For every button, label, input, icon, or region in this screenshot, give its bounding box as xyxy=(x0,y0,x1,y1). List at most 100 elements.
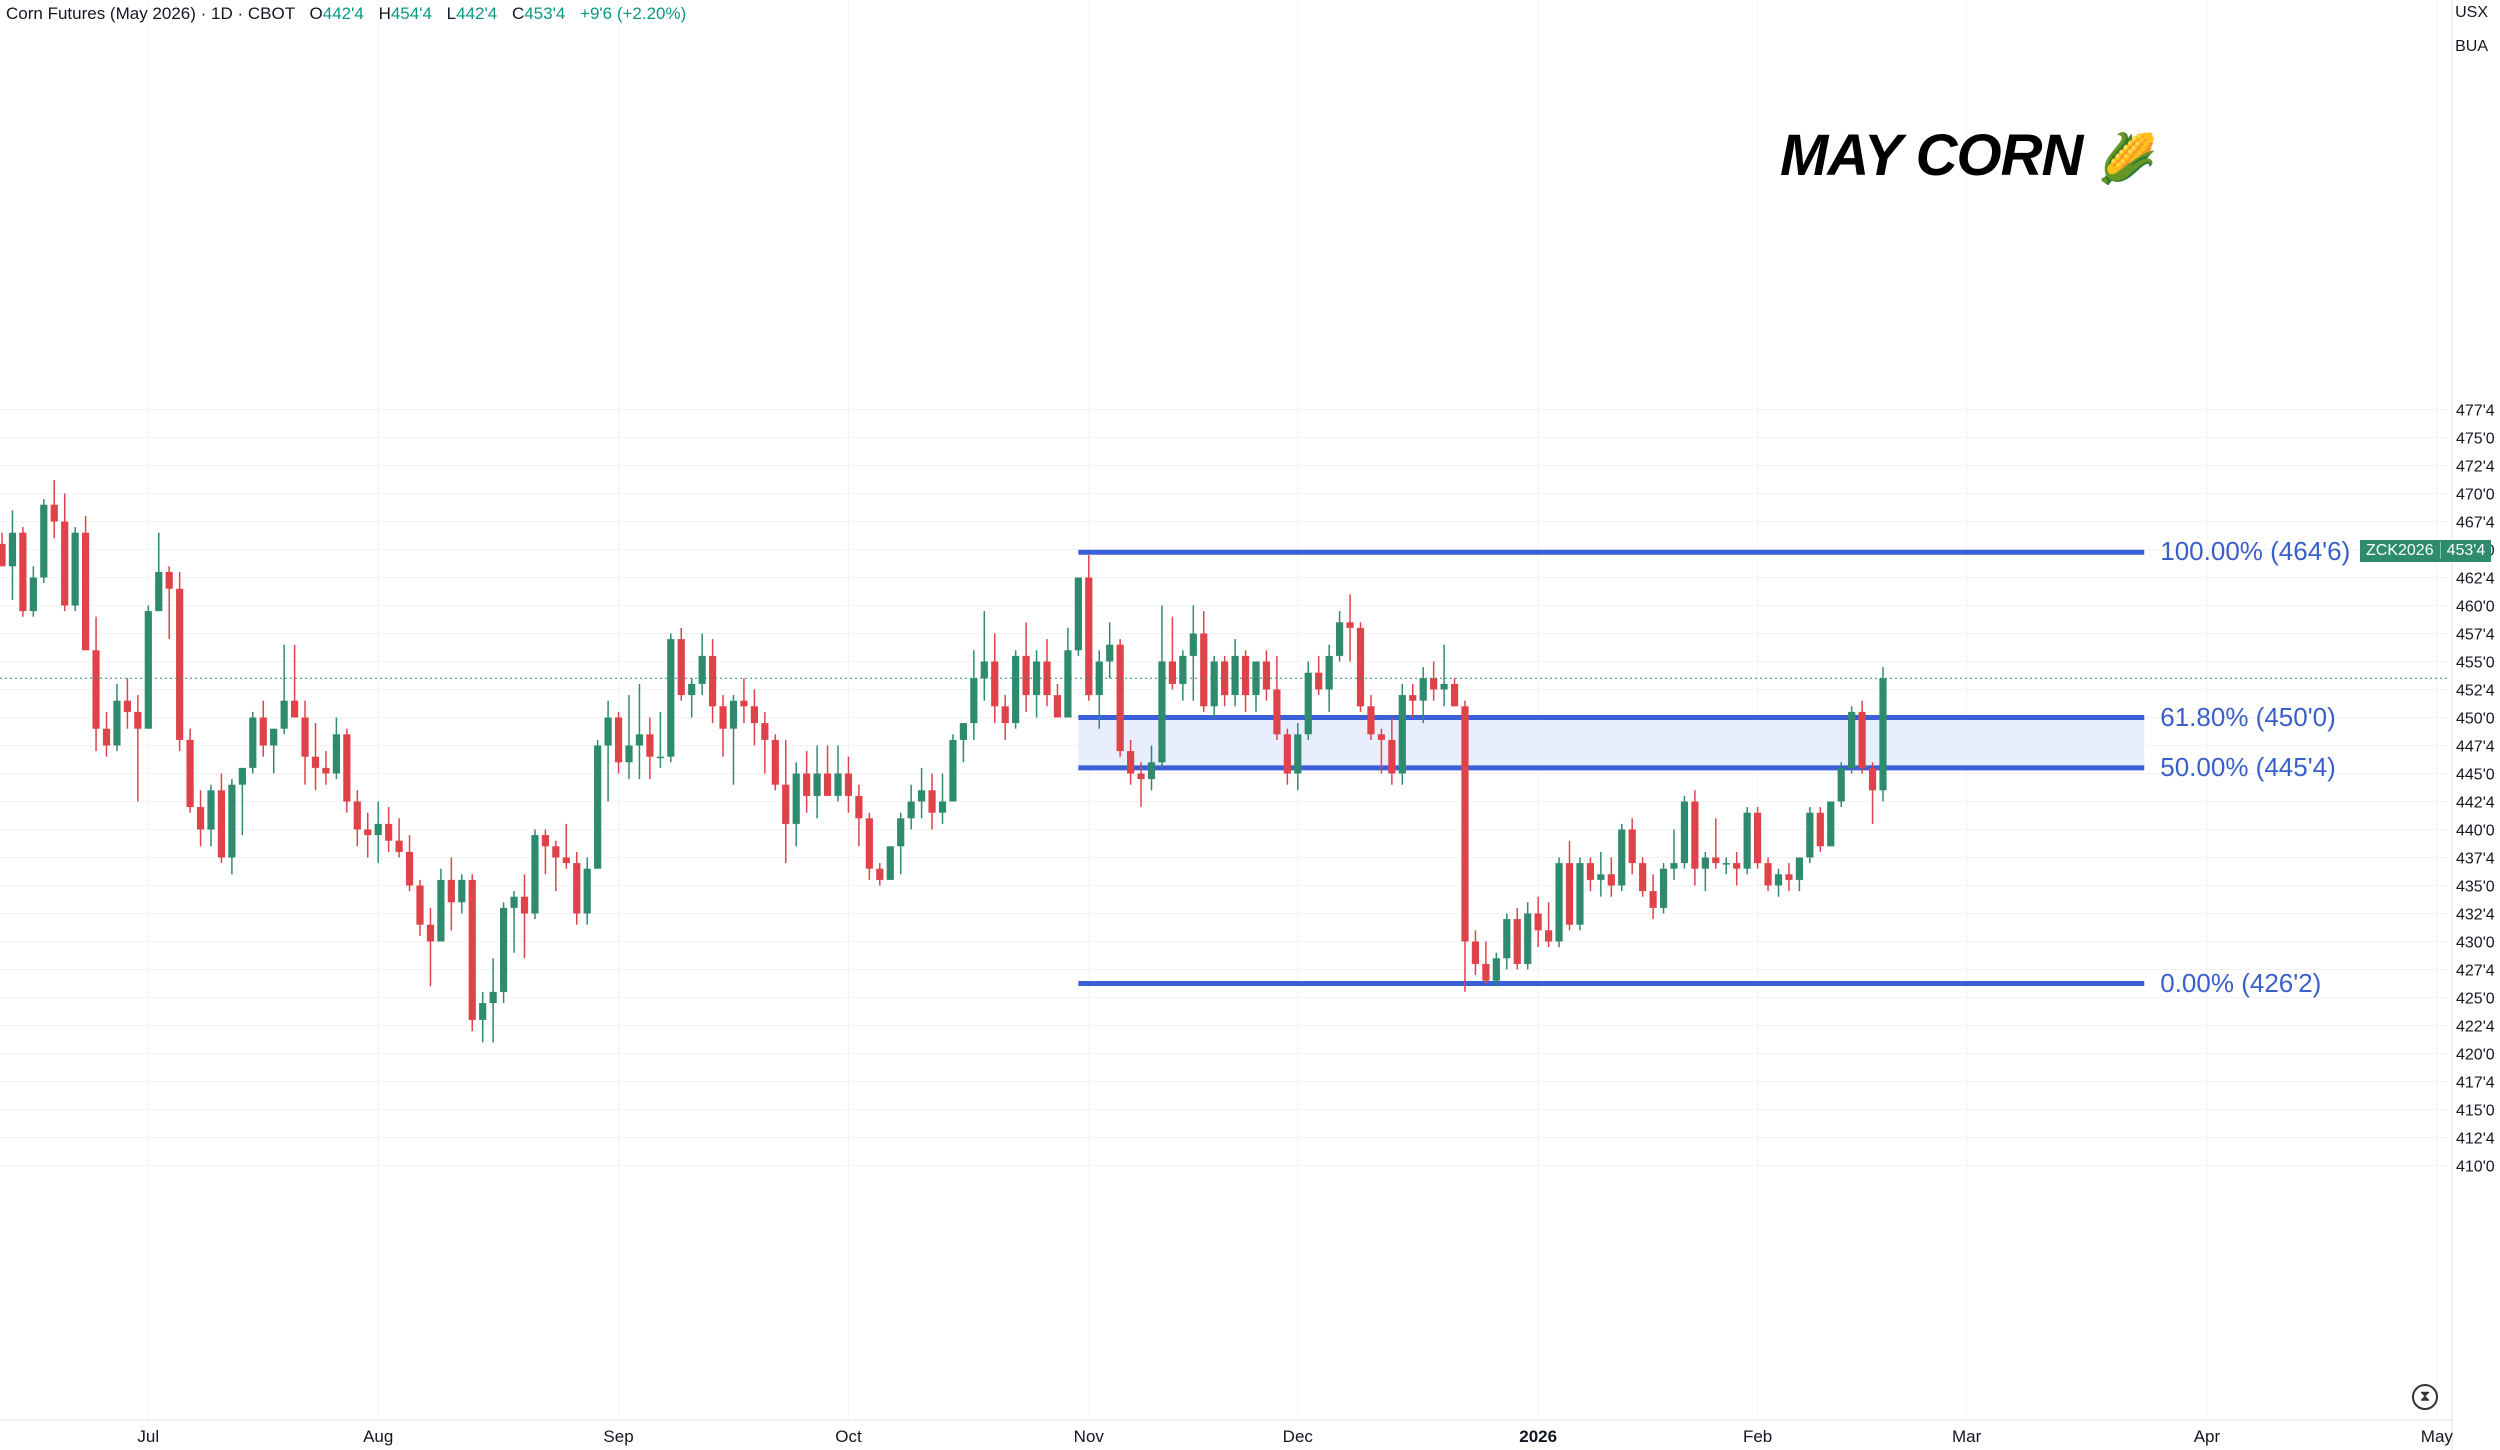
candle-down xyxy=(1168,616,1176,690)
candle-down xyxy=(677,627,685,701)
candle-down xyxy=(1649,874,1657,920)
candle-up xyxy=(1743,807,1751,875)
candle-down xyxy=(1001,695,1009,740)
candle-down xyxy=(761,711,769,774)
candle-up xyxy=(228,779,236,875)
grid xyxy=(0,0,2450,1420)
candle-down xyxy=(291,644,299,718)
candle-down xyxy=(719,695,727,757)
candle-up xyxy=(1106,622,1114,679)
candle-down xyxy=(1116,639,1124,757)
candle-down xyxy=(1409,683,1417,718)
candle-down xyxy=(541,829,549,875)
candle-up xyxy=(1848,706,1856,774)
candle-up xyxy=(667,633,675,763)
candle-up xyxy=(458,874,466,914)
hourglass-icon[interactable]: ⧗ xyxy=(2412,1384,2438,1410)
time-tick-label: 2026 xyxy=(1519,1427,1557,1446)
fib-levels[interactable] xyxy=(1078,549,2145,986)
time-axis[interactable]: Jul Aug Sep Oct Nov Dec 2026 Feb Mar Apr May xyxy=(0,1419,2453,1446)
candle-up xyxy=(1064,627,1072,718)
candle-up xyxy=(437,868,445,942)
time-tick-label: Apr xyxy=(2194,1427,2221,1446)
symbol-name[interactable]: Corn Futures (May 2026) · 1D · CBOT xyxy=(6,4,295,23)
candle-up xyxy=(531,829,539,920)
time-tick-label: Jul xyxy=(137,1427,159,1446)
candle-down xyxy=(301,700,309,785)
last-price-tag: ZCK2026 453'4 xyxy=(2360,540,2492,562)
candle-up xyxy=(207,784,215,847)
candle-down xyxy=(186,728,194,813)
candle-up xyxy=(1618,823,1626,892)
candle-up xyxy=(40,499,48,584)
candle-up xyxy=(1795,857,1803,892)
price-axis[interactable]: 477'4475'0472'4470'0467'4465'0462'4460'0… xyxy=(2451,0,2495,1450)
time-tick-label: Mar xyxy=(1952,1427,1982,1446)
candle-down xyxy=(823,745,832,796)
candle-up xyxy=(1659,863,1668,914)
candle-down xyxy=(259,700,267,757)
candle-down xyxy=(1513,907,1521,970)
fib-level-label: 0.00% (426'2) xyxy=(2160,967,2322,998)
price-tick-label: 475'0 xyxy=(2456,431,2495,448)
candle-down xyxy=(1712,818,1720,869)
candle-up xyxy=(938,773,947,824)
watermark-text: MAY CORN xyxy=(1780,123,2083,188)
candle-down xyxy=(573,851,581,925)
candle-down xyxy=(520,874,529,959)
high-label: H xyxy=(378,4,391,23)
candle-up xyxy=(1074,577,1082,656)
candle-down xyxy=(1377,728,1385,774)
candle-down xyxy=(1022,622,1030,712)
price-tick-label: 445'0 xyxy=(2456,767,2495,784)
symbol-legend[interactable]: Corn Futures (May 2026) · 1D · CBOT O442… xyxy=(6,4,686,24)
candle-up xyxy=(144,605,152,729)
candle-down xyxy=(1221,655,1229,707)
candle-down xyxy=(1388,717,1396,785)
candle-up xyxy=(1837,762,1845,808)
candle-down xyxy=(803,751,811,813)
candle-down xyxy=(1471,930,1480,976)
candle-up xyxy=(918,767,926,819)
time-tick-label: Aug xyxy=(363,1427,393,1446)
candle-up xyxy=(635,683,644,780)
candle-down xyxy=(1691,790,1699,886)
candle-down xyxy=(385,807,393,852)
candle-down xyxy=(1586,857,1594,892)
candle-down xyxy=(1482,941,1490,985)
candle-down xyxy=(844,756,853,813)
candle-down xyxy=(1785,863,1793,892)
price-tick-label: 437'4 xyxy=(2456,851,2495,868)
candle-up xyxy=(280,644,288,735)
candle-up xyxy=(1179,650,1187,701)
price-tick-label: 450'0 xyxy=(2456,711,2495,728)
candle-down xyxy=(1534,896,1542,948)
candle-down xyxy=(1262,650,1271,701)
candle-up xyxy=(656,711,664,768)
candle-up xyxy=(1294,723,1302,791)
price-tag-symbol: ZCK2026 xyxy=(2360,542,2441,559)
price-tick-label: 472'4 xyxy=(2456,459,2495,476)
candle-down xyxy=(1367,695,1375,740)
fib-level-label: 100.00% (464'6) xyxy=(2160,536,2351,567)
candle-up xyxy=(907,784,915,830)
candle-up xyxy=(1032,650,1041,718)
candle-up xyxy=(980,611,988,701)
candle-down xyxy=(1053,683,1062,718)
candle-up xyxy=(113,683,121,752)
price-tick-label: 470'0 xyxy=(2456,487,2495,504)
candle-down xyxy=(855,784,863,847)
candle-down xyxy=(782,739,790,864)
time-tick-label: Sep xyxy=(603,1427,633,1446)
candle-down xyxy=(1127,739,1135,785)
price-tick-label: 440'0 xyxy=(2456,823,2495,840)
candle-down xyxy=(176,571,184,752)
price-tick-label: 425'0 xyxy=(2456,991,2495,1008)
fib-zone xyxy=(1078,717,2145,768)
candle-up xyxy=(1189,605,1197,701)
candle-down xyxy=(416,879,424,936)
candle-up xyxy=(374,801,382,864)
candle-up xyxy=(1503,913,1511,970)
candle-down xyxy=(1628,818,1636,875)
